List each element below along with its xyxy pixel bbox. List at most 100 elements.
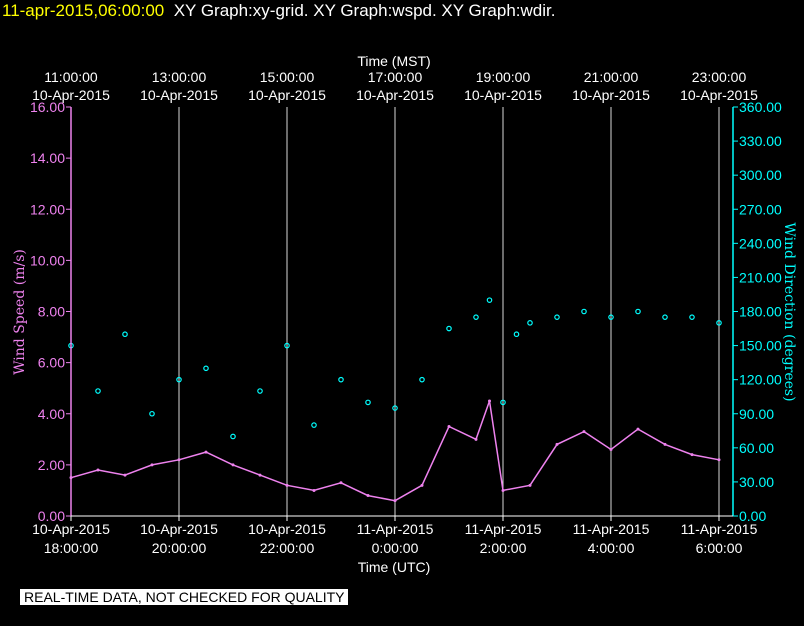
wind-speed-point (204, 450, 208, 454)
wind-speed-point (690, 453, 694, 457)
wind-direction-series (68, 297, 722, 440)
bottom-axis-ticks: 10-Apr-2015 18:00:00 10-Apr-2015 20:00:00 10… (32, 516, 758, 556)
wind-direction-point (149, 410, 155, 417)
right-tick-label: 330.00 (739, 133, 782, 149)
right-axis-ticks: 0.00 30.00 60.00 90.00 120.00 150.00 180.00 210… (733, 99, 782, 524)
wind-speed-point (420, 483, 424, 487)
wind-speed-point (582, 430, 586, 434)
top-tick-time: 17:00:00 (368, 69, 423, 85)
wind-direction-point (95, 388, 101, 394)
wind-direction-point (635, 308, 641, 315)
top-tick-time: 23:00:00 (692, 69, 747, 85)
wind-speed-point (488, 399, 491, 403)
left-axis-label: Wind Speed (m/s) (12, 249, 28, 375)
bottom-tick-time: 22:00:00 (260, 540, 315, 556)
wind-speed-point (636, 427, 640, 431)
wind-speed-point (231, 463, 235, 467)
top-tick-date: 10-Apr-2015 (248, 87, 326, 103)
bottom-tick-time: 4:00:00 (588, 540, 635, 556)
wind-direction-point (122, 331, 128, 338)
top-tick-time: 15:00:00 (260, 69, 315, 85)
wind-speed-point (96, 468, 100, 472)
wind-speed-point (474, 437, 478, 441)
wind-direction-point (176, 376, 182, 383)
wind-direction-point (581, 308, 587, 315)
right-tick-label: 120.00 (739, 372, 782, 388)
wind-direction-point (284, 342, 290, 349)
right-tick-label: 30.00 (739, 474, 774, 490)
right-tick-label: 270.00 (739, 201, 782, 217)
timestamp: 11-apr-2015,06:00:00 (2, 1, 165, 20)
wind-direction-point (230, 433, 236, 440)
wind-direction-point (689, 314, 695, 320)
right-tick-label: 150.00 (739, 338, 782, 354)
right-tick-label: 60.00 (739, 440, 774, 456)
left-tick-label: 12.00 (30, 201, 65, 217)
wind-direction-point (203, 365, 209, 372)
left-tick-label: 4.00 (38, 406, 65, 422)
bottom-tick-date: 10-Apr-2015 (140, 521, 218, 537)
top-tick-time: 19:00:00 (476, 69, 531, 85)
wind-direction-point (527, 320, 533, 326)
wind-speed-point (150, 463, 154, 467)
quality-notice: REAL-TIME DATA, NOT CHECKED FOR QUALITY (20, 589, 349, 605)
wind-speed-point (555, 442, 559, 446)
left-tick-label: 10.00 (30, 252, 65, 268)
wind-speed-point (663, 442, 667, 446)
plot-frame (70, 107, 734, 517)
wind-speed-point (609, 448, 613, 452)
wind-speed-point (393, 499, 397, 503)
left-tick-label: 16.00 (30, 99, 65, 115)
chart-header: 11-apr-2015,06:00:00 XY Graph:xy-grid. X… (2, 1, 555, 21)
wind-direction-point (419, 376, 425, 383)
top-tick-time: 13:00:00 (152, 69, 207, 85)
wind-direction-point (554, 314, 560, 320)
top-tick-date: 10-Apr-2015 (572, 87, 650, 103)
wind-speed-point (177, 458, 181, 462)
bottom-axis-label: Time (UTC) (358, 559, 431, 575)
wind-speed-point (339, 481, 343, 485)
wind-direction-point (473, 314, 479, 320)
top-tick-date: 10-Apr-2015 (356, 87, 434, 103)
wind-direction-point (338, 376, 344, 383)
top-tick-date: 10-Apr-2015 (680, 87, 758, 103)
wind-speed-line (70, 400, 720, 502)
wind-direction-point (513, 331, 520, 338)
bottom-tick-date: 10-Apr-2015 (32, 521, 110, 537)
top-tick-date: 10-Apr-2015 (464, 87, 542, 103)
top-tick-time: 21:00:00 (584, 69, 639, 85)
wind-speed-point (123, 473, 127, 477)
right-tick-label: 180.00 (739, 304, 782, 320)
wind-speed-point (528, 483, 532, 487)
left-tick-label: 14.00 (30, 150, 65, 166)
top-axis-label: Time (MST) (357, 53, 430, 69)
wind-speed-point (366, 494, 370, 498)
bottom-tick-time: 6:00:00 (696, 540, 743, 556)
bottom-tick-time: 0:00:00 (372, 540, 419, 556)
top-tick-time: 11:00:00 (44, 69, 98, 85)
left-tick-label: 2.00 (38, 457, 65, 473)
bottom-tick-date: 11-Apr-2015 (573, 521, 650, 537)
bottom-tick-time: 20:00:00 (152, 540, 207, 556)
wind-speed-point (501, 488, 505, 492)
left-tick-label: 6.00 (38, 355, 65, 371)
wind-direction-point (365, 399, 371, 406)
wind-direction-point (311, 422, 317, 428)
wind-speed-point (312, 488, 316, 492)
left-axis-ticks: 0.00 2.00 4.00 6.00 8.00 10.00 12.00 14.00 16.00 (30, 99, 71, 524)
wind-direction-point (500, 399, 506, 406)
right-tick-label: 210.00 (739, 269, 782, 285)
top-tick-date: 10-Apr-2015 (140, 87, 218, 103)
right-tick-label: 360.00 (739, 99, 782, 115)
bottom-tick-date: 11-Apr-2015 (465, 521, 542, 537)
wind-direction-point (257, 388, 263, 394)
wind-direction-point (716, 320, 722, 326)
graph-list: XY Graph:xy-grid. XY Graph:wspd. XY Grap… (173, 1, 556, 20)
wind-direction-point (608, 314, 614, 320)
wind-direction-point (446, 325, 452, 332)
wind-speed-series (69, 399, 721, 503)
bottom-tick-time: 2:00:00 (480, 540, 527, 556)
left-tick-label: 0.00 (38, 508, 65, 524)
right-tick-label: 90.00 (739, 406, 774, 422)
wind-speed-point (717, 458, 721, 462)
